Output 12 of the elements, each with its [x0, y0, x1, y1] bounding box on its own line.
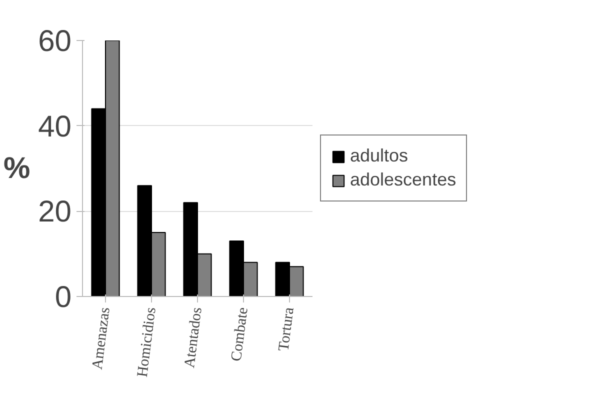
- y-axis-title: %: [3, 152, 30, 185]
- x-tick-label: Combate: [228, 306, 252, 362]
- y-tick-label: 40: [38, 110, 72, 144]
- x-tick-label: Tortura: [276, 306, 298, 352]
- y-tick-label: 60: [38, 25, 72, 58]
- x-tick-label: Atentados: [182, 306, 206, 369]
- y-tick-label: 0: [54, 281, 72, 314]
- x-tick-label: Homicidios: [134, 306, 160, 378]
- x-tick-label: Amenazas: [90, 306, 114, 370]
- legend-label: adultos: [350, 146, 408, 166]
- y-tick-label: 20: [38, 196, 72, 229]
- legend-label: adolescentes: [350, 170, 456, 190]
